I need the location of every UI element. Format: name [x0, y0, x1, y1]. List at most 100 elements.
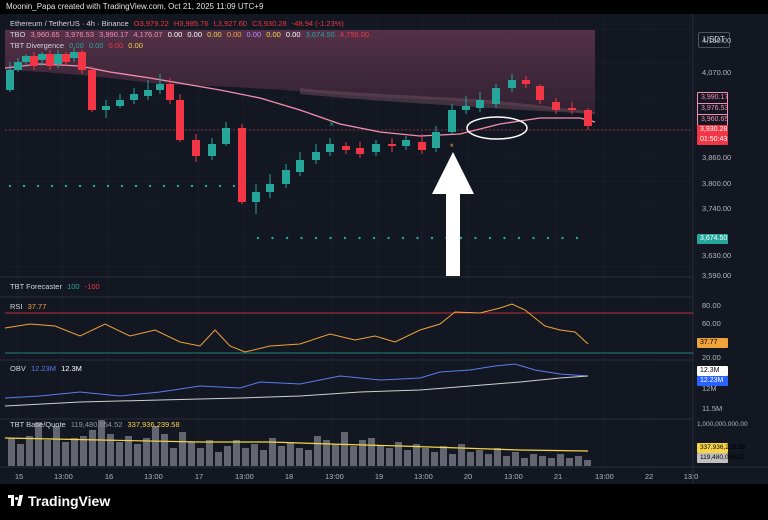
support-dot [503, 236, 506, 240]
price-label-current: 3,930.28 [697, 125, 728, 135]
rsi-axis-tick: 20.00 [702, 353, 721, 362]
volume-bar [80, 436, 87, 466]
support-dot [372, 236, 376, 240]
volume-bar [359, 440, 366, 466]
tradingview-logo-icon [8, 495, 24, 507]
star-marker: * [450, 142, 454, 152]
basequote-line [4, 437, 589, 452]
rsi-name: RSI [10, 302, 23, 311]
header-bar: Moonin_Papa created with TradingView.com… [0, 0, 768, 14]
support-dot [575, 236, 579, 240]
tbo-value: 0.00 [226, 30, 242, 39]
volume-bar [476, 450, 483, 466]
candle-body [448, 110, 456, 132]
header-text: Moonin_Papa created with TradingView.com… [6, 2, 264, 11]
volume-bar [8, 438, 15, 466]
candle-body [584, 110, 592, 126]
volume-bars [8, 420, 591, 466]
candle-body [568, 108, 576, 110]
time-axis-tick: 13:00 [325, 472, 344, 481]
volume-bar [152, 426, 159, 466]
rsi-value: 37.77 [27, 302, 47, 311]
forecaster-v2: -100 [84, 282, 100, 291]
candle-body [266, 184, 274, 192]
obv-ma-line [4, 375, 589, 407]
tradingview-logo-text: TradingView [28, 493, 111, 509]
candle-body [14, 62, 22, 70]
volume-bar [332, 444, 339, 466]
tbt-div-value: 0.00 [108, 41, 124, 50]
rsi-axis-tick: 80.00 [702, 301, 721, 310]
candle-body [102, 106, 110, 110]
basequote-v1: 119,480,054.52 [70, 420, 123, 429]
volume-bar [98, 420, 105, 466]
support-dot [546, 236, 550, 240]
volume-bar [539, 456, 546, 466]
volume-bar [521, 458, 528, 466]
volume-bar [170, 448, 177, 466]
time-axis-tick: 18 [284, 472, 294, 481]
time-axis-tick: 13:00 [235, 472, 254, 481]
tbt-div-value: 0.00 [69, 41, 84, 50]
tbo-legend: TBO 3,960.65 3,976.53 3,990.17 4,176.07 … [10, 30, 372, 40]
support-dot [474, 236, 477, 240]
rsi-legend: RSI 37.77 [10, 302, 49, 312]
time-axis-tick: 13:00 [54, 472, 73, 481]
volume-bar [71, 438, 78, 466]
price-axis-tick: 4,150.00 [702, 36, 732, 45]
rsi-line [4, 303, 589, 353]
candle-body [388, 144, 396, 146]
candle-body [30, 56, 38, 66]
volume-bar [575, 456, 582, 466]
volume-bar [269, 438, 276, 466]
volume-bar [512, 452, 519, 466]
basequote-v2: 337,936,239.58 [127, 420, 180, 429]
candle-body [508, 80, 516, 88]
volume-bar [215, 452, 222, 466]
volume-bar [107, 434, 114, 466]
volume-bar [377, 446, 384, 466]
price-label-support: 3,674.50 [697, 234, 728, 244]
tbo-value: 4,755.00 [339, 30, 370, 39]
grid-lines [5, 14, 693, 467]
obv-v2: 12.3M [61, 364, 82, 373]
volume-bar [431, 452, 438, 466]
candle-body [116, 100, 124, 106]
volume-bar [188, 442, 195, 466]
price-axis-tick: 4,070.00 [702, 68, 732, 77]
price-label-tbo-upper: 3,990.17 [697, 92, 728, 104]
price-axis-tick: 3,800.00 [702, 179, 732, 188]
obv-ma-label: 12.23M [697, 376, 728, 386]
volume-bar [134, 444, 141, 466]
tbo-value: 4,176.07 [133, 30, 163, 39]
volume-bar [341, 432, 348, 466]
ohlc-high: H3,985.76 [173, 19, 209, 28]
support-dot [459, 236, 463, 240]
chart-canvas[interactable]: × * [0, 14, 768, 484]
support-dot [50, 184, 54, 188]
volume-bar [503, 456, 510, 466]
currency-button[interactable]: USDT [698, 32, 730, 48]
rsi-axis-tick: 60.00 [702, 319, 721, 328]
candle-body [372, 144, 380, 152]
forecaster-name: TBT Forecaster [10, 282, 62, 291]
support-dot [343, 236, 347, 240]
tbo-value: 0.00 [207, 30, 222, 39]
volume-bar [458, 444, 465, 466]
support-dot [120, 184, 124, 188]
tbo-value: 3,960.65 [30, 30, 60, 39]
support-dot [190, 184, 194, 188]
chart-area[interactable]: × * Ethereum / TetherUS · 4h · Binance O… [0, 14, 768, 484]
candle-body [6, 70, 14, 90]
tbo-cloud-inner [300, 88, 595, 114]
forecaster-v1: 100 [67, 282, 80, 291]
time-axis-tick: 19 [374, 472, 384, 481]
tbo-name: TBO [10, 30, 26, 39]
candle-body [252, 192, 260, 202]
candle-body [492, 88, 500, 104]
ohlc-change: -48.94 (-1.23%) [291, 19, 344, 28]
candle-body [432, 132, 440, 148]
support-dot [358, 236, 361, 240]
tbo-value: 0.00 [187, 30, 203, 39]
candle-body [326, 144, 334, 152]
